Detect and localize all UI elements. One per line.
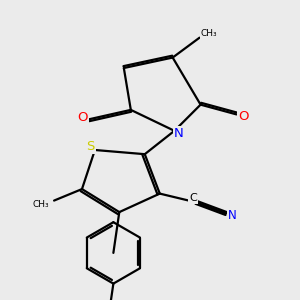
Text: N: N <box>174 127 184 140</box>
Text: S: S <box>86 140 95 153</box>
Text: N: N <box>228 209 237 222</box>
Text: O: O <box>238 110 249 123</box>
Text: O: O <box>77 111 88 124</box>
Text: CH₃: CH₃ <box>32 200 49 209</box>
Text: C: C <box>189 193 197 203</box>
Text: CH₃: CH₃ <box>201 29 217 38</box>
